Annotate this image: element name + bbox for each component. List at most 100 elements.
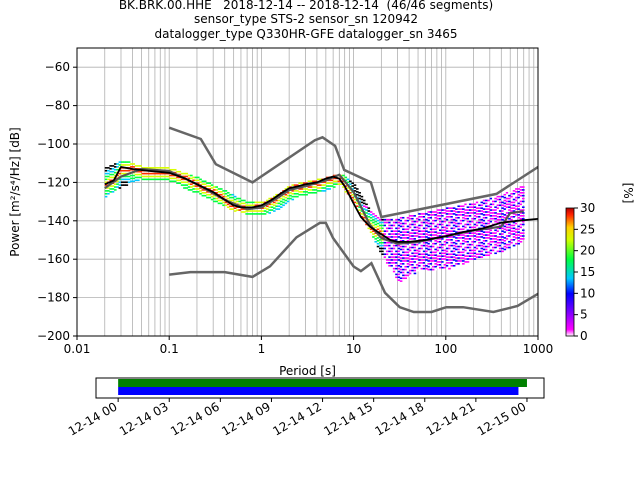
- heatmap-cell: [166, 175, 170, 178]
- heatmap-cell: [462, 257, 465, 259]
- heatmap-cell: [397, 262, 401, 264]
- heatmap-cell: [457, 254, 461, 256]
- heatmap-cell: [427, 222, 431, 225]
- heatmap-cell: [420, 241, 424, 244]
- heatmap-cell: [402, 245, 405, 248]
- heatmap-cell: [452, 224, 456, 227]
- heatmap-cell: [425, 250, 428, 253]
- heatmap-cell: [498, 210, 502, 212]
- heatmap-cell: [397, 273, 401, 276]
- heatmap-cell: [190, 174, 193, 177]
- heatmap-cell: [141, 175, 145, 178]
- heatmap-cell: [383, 256, 387, 258]
- heatmap-cell: [293, 195, 297, 198]
- heatmap-cell: [441, 249, 444, 252]
- heatmap-cell: [464, 246, 467, 249]
- heatmap-cell: [452, 250, 456, 253]
- heatmap-cell: [413, 235, 417, 237]
- heatmap-cell: [501, 204, 504, 207]
- heatmap-cell: [298, 182, 301, 184]
- heatmap-cell: [482, 225, 486, 228]
- heatmap-cell: [409, 235, 412, 237]
- heatmap-cell: [489, 215, 493, 217]
- heatmap-cell: [425, 247, 428, 250]
- heatmap-cell: [413, 229, 417, 232]
- heatmap-cell: [468, 238, 472, 240]
- heatmap-cell: [521, 192, 525, 194]
- heatmap-cell: [245, 201, 248, 204]
- heatmap-cell: [111, 168, 115, 170]
- heatmap-cell: [468, 223, 472, 226]
- heatmap-cell: [125, 169, 129, 172]
- heatmap-cell: [462, 263, 465, 265]
- heatmap-cell: [505, 212, 509, 214]
- heatmap-cell: [358, 197, 361, 200]
- heatmap-cell: [480, 204, 484, 207]
- heatmap-cell: [279, 200, 283, 203]
- heatmap-cell: [109, 165, 112, 167]
- heatmap-cell: [496, 201, 500, 204]
- heatmap-cell: [392, 236, 396, 238]
- heatmap-cell: [491, 212, 495, 214]
- heatmap-cell: [485, 248, 488, 251]
- heatmap-cell: [443, 209, 447, 211]
- heatmap-cell: [399, 228, 403, 231]
- heatmap-cell: [307, 192, 311, 194]
- colorbar-tick-label: 15: [580, 265, 595, 279]
- heatmap-cell: [450, 218, 454, 221]
- timeline-tick-label: 12-15 00: [475, 399, 529, 438]
- heatmap-cell: [397, 236, 401, 238]
- heatmap-cell: [415, 226, 419, 229]
- heatmap-cell: [365, 209, 368, 211]
- heatmap-cell: [420, 250, 424, 253]
- heatmap-cell: [270, 209, 274, 211]
- heatmap-cell: [243, 199, 246, 202]
- heatmap-cell: [312, 189, 315, 191]
- heatmap-cell: [397, 233, 401, 235]
- heatmap-cell: [438, 232, 442, 234]
- heatmap-cell: [383, 247, 387, 250]
- heatmap-cell: [123, 161, 126, 163]
- nlnm-curve: [169, 221, 538, 314]
- heatmap-cell: [491, 238, 495, 240]
- heatmap-cell: [436, 217, 440, 220]
- heatmap-cell: [441, 223, 444, 226]
- heatmap-cell: [422, 236, 426, 238]
- heatmap-cell: [501, 201, 504, 204]
- heatmap-cell: [406, 231, 410, 233]
- heatmap-cell: [395, 236, 398, 238]
- heatmap-cell: [445, 239, 449, 241]
- heatmap-cell: [462, 251, 465, 254]
- heatmap-cell: [487, 214, 490, 216]
- heatmap-cell: [487, 219, 490, 222]
- heatmap-cell: [448, 264, 451, 267]
- heatmap-cell: [367, 227, 371, 230]
- heatmap-cell: [432, 219, 435, 222]
- heatmap-cell: [475, 236, 479, 238]
- heatmap-cell: [505, 246, 509, 249]
- heatmap-cell: [494, 212, 497, 214]
- heatmap-cell: [381, 227, 384, 230]
- heatmap-cell: [263, 210, 267, 212]
- heatmap-cell: [485, 251, 488, 254]
- heatmap-cell: [478, 213, 481, 215]
- heatmap-cell: [141, 172, 145, 175]
- heatmap-cell: [457, 222, 461, 225]
- heatmap-cell: [367, 210, 371, 212]
- heatmap-cell: [425, 230, 428, 232]
- heatmap-cell: [455, 231, 458, 233]
- heatmap-cell: [501, 239, 504, 241]
- heatmap-cell: [432, 228, 435, 231]
- heatmap-cell: [183, 181, 186, 184]
- heatmap-cell: [450, 221, 454, 224]
- heatmap-cell: [224, 190, 228, 192]
- timeline-tick-label: 12-14 15: [321, 399, 375, 438]
- heatmap-cell: [480, 210, 484, 212]
- heatmap-cell: [206, 196, 209, 199]
- heatmap-cell: [510, 244, 514, 247]
- heatmap-cell: [496, 210, 500, 212]
- heatmap-cell: [438, 209, 442, 211]
- heatmap-cell: [452, 259, 456, 261]
- chart-title-line-3: datalogger_type Q330HR-GFE datalogger_sn…: [154, 27, 458, 41]
